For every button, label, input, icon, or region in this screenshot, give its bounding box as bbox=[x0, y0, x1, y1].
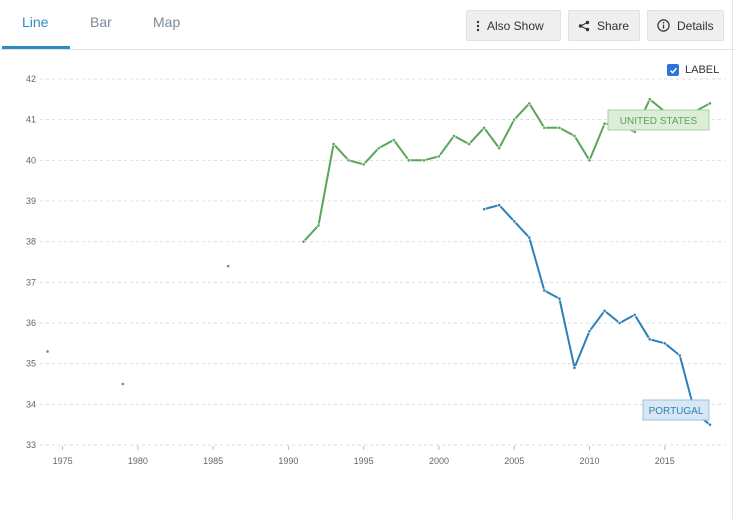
y-tick-label: 39 bbox=[26, 196, 36, 206]
data-point bbox=[45, 349, 50, 354]
series-layer bbox=[45, 97, 712, 427]
x-tick-label: 2015 bbox=[655, 456, 675, 466]
also-show-button[interactable]: Also Show bbox=[466, 10, 561, 41]
data-point bbox=[527, 101, 532, 106]
data-point bbox=[632, 129, 637, 134]
data-point bbox=[482, 207, 487, 212]
details-label: Details bbox=[677, 18, 714, 33]
data-point bbox=[120, 382, 125, 386]
also-show-label: Also Show bbox=[487, 18, 544, 33]
y-axis: 33 34 35 36 37 38 39 40 41 42 bbox=[26, 74, 36, 450]
data-point bbox=[708, 101, 712, 106]
series-line bbox=[483, 204, 711, 426]
us-label-text: UNITED STATES bbox=[620, 116, 698, 127]
data-point bbox=[542, 125, 547, 130]
data-point bbox=[527, 235, 532, 240]
pt-label-text: PORTUGAL bbox=[649, 406, 704, 417]
data-point bbox=[662, 341, 667, 346]
y-tick-label: 33 bbox=[26, 440, 36, 450]
data-point bbox=[587, 158, 592, 163]
data-point bbox=[301, 239, 306, 244]
share-button[interactable]: Share bbox=[568, 10, 640, 41]
data-point bbox=[557, 296, 562, 301]
data-point bbox=[708, 422, 712, 427]
y-tick-label: 34 bbox=[26, 399, 36, 409]
data-point bbox=[512, 219, 517, 224]
tab-line[interactable]: Line bbox=[22, 14, 49, 30]
y-tick-label: 37 bbox=[26, 277, 36, 287]
label-checkbox[interactable] bbox=[667, 64, 679, 76]
x-tick-label: 1995 bbox=[354, 456, 374, 466]
data-point bbox=[346, 158, 351, 163]
y-tick-label: 41 bbox=[26, 115, 36, 125]
more-vertical-icon bbox=[476, 20, 480, 31]
data-point bbox=[572, 134, 577, 138]
data-point bbox=[452, 134, 456, 138]
grid-lines bbox=[40, 78, 725, 446]
data-point bbox=[647, 337, 652, 342]
data-point bbox=[677, 353, 682, 358]
x-axis: 1975 1980 1985 1990 1995 2000 2005 2010 2015 bbox=[53, 446, 675, 466]
details-button[interactable]: Details bbox=[647, 10, 724, 41]
x-tick-label: 1985 bbox=[203, 456, 223, 466]
check-icon bbox=[669, 67, 677, 74]
data-point bbox=[497, 146, 502, 151]
data-point bbox=[331, 142, 336, 146]
data-point bbox=[512, 117, 517, 122]
data-point bbox=[617, 321, 622, 325]
share-icon bbox=[578, 20, 590, 31]
data-point bbox=[391, 138, 396, 142]
share-label: Share bbox=[597, 18, 630, 33]
label-toggle[interactable]: LABEL bbox=[667, 64, 719, 76]
pt-series-label: PORTUGAL bbox=[642, 399, 710, 421]
y-tick-label: 42 bbox=[26, 74, 36, 84]
data-point bbox=[602, 121, 607, 126]
y-tick-label: 36 bbox=[26, 318, 36, 328]
data-point bbox=[602, 308, 607, 313]
data-point bbox=[361, 162, 366, 167]
data-point bbox=[557, 125, 562, 130]
tab-map[interactable]: Map bbox=[153, 14, 181, 30]
pt-label-box bbox=[642, 399, 710, 421]
data-point bbox=[406, 158, 411, 163]
data-point bbox=[632, 312, 637, 317]
y-tick-label: 40 bbox=[26, 155, 36, 165]
us-series-label: UNITED STATES bbox=[607, 109, 710, 131]
active-tab-indicator bbox=[2, 46, 70, 49]
data-point bbox=[316, 223, 321, 228]
data-point bbox=[542, 288, 547, 293]
data-point bbox=[647, 97, 652, 102]
y-tick-label: 35 bbox=[26, 359, 36, 369]
x-tick-label: 2010 bbox=[579, 456, 599, 466]
data-point bbox=[376, 146, 381, 151]
data-point bbox=[572, 365, 577, 370]
data-point bbox=[437, 154, 441, 159]
x-tick-label: 1980 bbox=[128, 456, 148, 466]
data-point bbox=[467, 142, 471, 146]
x-tick-label: 1975 bbox=[53, 456, 73, 466]
tab-bar: Line Bar Map bbox=[0, 0, 735, 50]
data-point bbox=[226, 264, 231, 268]
x-tick-label: 2000 bbox=[429, 456, 449, 466]
label-toggle-text: LABEL bbox=[685, 64, 720, 76]
series-labels: UNITED STATES PORTUGAL bbox=[607, 109, 710, 421]
tab-bar-chart[interactable]: Bar bbox=[90, 14, 112, 30]
us-label-box bbox=[607, 109, 710, 131]
y-tick-label: 38 bbox=[26, 237, 36, 247]
data-point bbox=[587, 329, 592, 334]
info-icon bbox=[657, 19, 670, 32]
data-point bbox=[482, 125, 487, 130]
data-point bbox=[422, 158, 426, 163]
x-tick-label: 2005 bbox=[504, 456, 524, 466]
x-tick-label: 1990 bbox=[278, 456, 298, 466]
data-point bbox=[497, 203, 502, 207]
